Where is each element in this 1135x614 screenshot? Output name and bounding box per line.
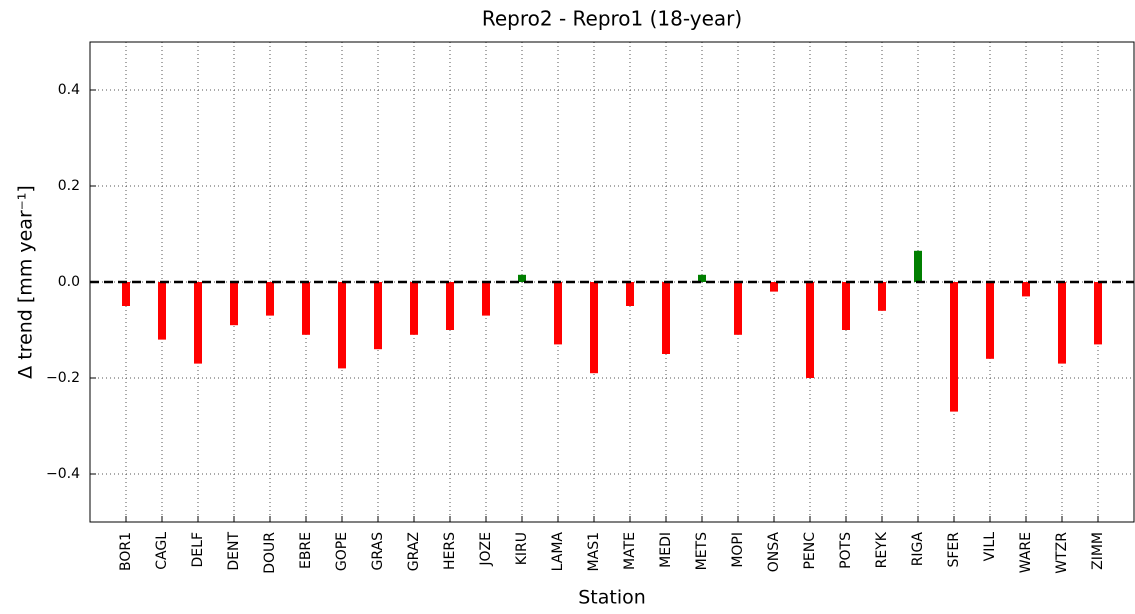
bar bbox=[590, 282, 598, 374]
bar bbox=[806, 282, 814, 378]
bar bbox=[698, 274, 706, 282]
y-tick-label: 0.2 bbox=[58, 178, 80, 194]
x-tick-label: DENT bbox=[226, 532, 242, 571]
x-tick-label: MATE bbox=[622, 532, 638, 570]
x-tick-label: SFER bbox=[946, 532, 962, 568]
bar bbox=[1094, 282, 1102, 345]
bar bbox=[302, 282, 310, 335]
x-tick-label: WARE bbox=[1018, 532, 1034, 573]
bar bbox=[374, 282, 382, 350]
x-tick-label: EBRE bbox=[298, 532, 314, 569]
x-tick-label: RIGA bbox=[910, 532, 926, 567]
x-tick-label: GRAS bbox=[370, 532, 386, 571]
y-axis-label: Δ trend [mm year⁻¹] bbox=[15, 185, 37, 379]
bar bbox=[446, 282, 454, 330]
x-tick-label: VILL bbox=[982, 532, 998, 562]
x-tick-label: HERS bbox=[442, 532, 458, 570]
y-tick-label: 0.0 bbox=[58, 274, 80, 290]
bar bbox=[194, 282, 202, 364]
bar bbox=[482, 282, 490, 316]
bar bbox=[230, 282, 238, 326]
x-tick-label: LAMA bbox=[550, 532, 566, 572]
x-tick-label: MAS1 bbox=[586, 532, 602, 571]
bar bbox=[626, 282, 634, 306]
bar bbox=[662, 282, 670, 354]
x-tick-label: KIRU bbox=[514, 532, 530, 565]
bar bbox=[338, 282, 346, 369]
bar bbox=[842, 282, 850, 330]
bar bbox=[770, 282, 778, 292]
x-tick-label: WTZR bbox=[1054, 532, 1070, 574]
bar bbox=[986, 282, 994, 359]
bar bbox=[1022, 282, 1030, 297]
bar bbox=[122, 282, 130, 306]
x-tick-label: METS bbox=[694, 532, 710, 570]
y-tick-label: −0.2 bbox=[46, 370, 80, 386]
x-tick-label: MOPI bbox=[730, 532, 746, 568]
bar bbox=[158, 282, 166, 340]
bar bbox=[914, 250, 922, 282]
bar bbox=[950, 282, 958, 412]
bar bbox=[878, 282, 886, 311]
x-tick-label: ONSA bbox=[766, 532, 782, 573]
chart-title: Repro2 - Repro1 (18-year) bbox=[482, 7, 742, 31]
bar bbox=[554, 282, 562, 345]
x-tick-label: REYK bbox=[874, 531, 890, 568]
x-axis-label: Station bbox=[578, 587, 646, 609]
y-tick-label: 0.4 bbox=[58, 82, 80, 98]
x-tick-label: GOPE bbox=[334, 532, 350, 571]
x-tick-label: POTS bbox=[838, 532, 854, 569]
x-tick-label: MEDI bbox=[658, 532, 674, 568]
bar bbox=[518, 274, 526, 282]
plot-frame bbox=[89, 41, 1135, 523]
bar bbox=[734, 282, 742, 335]
bar bbox=[1058, 282, 1066, 364]
y-tick-label: −0.4 bbox=[46, 466, 80, 482]
x-tick-label: BOR1 bbox=[118, 532, 134, 571]
x-tick-label: ZIMM bbox=[1090, 532, 1106, 570]
x-tick-label: GRAZ bbox=[406, 532, 422, 571]
x-tick-label: CAGL bbox=[154, 532, 170, 570]
x-tick-label: DELF bbox=[190, 532, 206, 567]
bar bbox=[410, 282, 418, 335]
x-tick-label: JOZE bbox=[478, 532, 494, 567]
x-tick-label: PENC bbox=[802, 532, 818, 570]
x-tick-label: DOUR bbox=[262, 532, 278, 574]
bar bbox=[266, 282, 274, 316]
